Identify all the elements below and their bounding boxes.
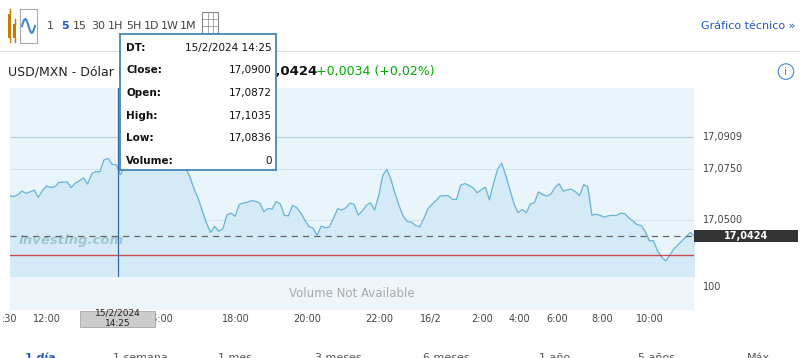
Text: 1: 1 [46,21,54,31]
Text: 17,0900: 17,0900 [229,65,271,75]
Text: +0,0034 (+0,02%): +0,0034 (+0,02%) [316,65,434,78]
Text: 17,0836: 17,0836 [229,133,271,143]
Text: Gráfico técnico »: Gráfico técnico » [701,21,795,31]
Text: 1M: 1M [180,21,196,31]
Text: 2:00: 2:00 [471,314,493,324]
Text: 17,0424: 17,0424 [258,65,318,78]
Text: 1 mes: 1 mes [218,353,252,358]
Text: 17,0909: 17,0909 [703,132,743,142]
Text: 8:00: 8:00 [591,314,613,324]
Text: 1 año: 1 año [539,353,570,358]
Text: Máx.: Máx. [746,353,774,358]
Text: 18:00: 18:00 [222,314,250,324]
Text: 17,0424: 17,0424 [724,231,768,241]
FancyBboxPatch shape [694,230,798,242]
Text: 17,1035: 17,1035 [229,111,271,121]
Text: ▲: ▲ [246,65,256,78]
Text: 16:00: 16:00 [146,314,174,324]
Text: 5 años: 5 años [638,353,675,358]
Text: 6 meses: 6 meses [422,353,470,358]
Text: 20:00: 20:00 [294,314,322,324]
Bar [202,12,218,40]
Text: Volume:: Volume: [126,156,174,166]
Text: 10:00: 10:00 [636,314,664,324]
Text: 12:00: 12:00 [34,314,62,324]
Text: 15: 15 [73,21,87,31]
Text: i: i [785,67,787,77]
Text: 16/2: 16/2 [420,314,442,324]
Text: 5H: 5H [126,21,142,31]
Text: 15/2/2024
14:25: 15/2/2024 14:25 [95,308,141,328]
Text: 100: 100 [703,282,722,292]
Text: 6:00: 6:00 [546,314,568,324]
Text: 3 meses: 3 meses [314,353,362,358]
Text: Investing.com: Investing.com [18,234,124,247]
Text: High:: High: [126,111,158,121]
Text: Open:: Open: [126,88,162,98]
Text: 1 día: 1 día [25,353,55,358]
Text: 22:00: 22:00 [366,314,394,324]
Text: 30: 30 [91,21,105,31]
Bar [20,9,37,43]
Text: 5: 5 [61,21,69,31]
Text: DT:: DT: [126,43,146,53]
Bar [13,24,16,38]
FancyBboxPatch shape [80,311,155,326]
Text: 17,0750: 17,0750 [703,164,743,174]
Text: Low:: Low: [126,133,154,143]
Text: 1 semana: 1 semana [113,353,167,358]
Text: 0: 0 [265,156,271,166]
Text: Volume Not Available: Volume Not Available [289,287,415,300]
Text: 1W: 1W [161,21,179,31]
Text: 15/2/2024 14:25: 15/2/2024 14:25 [185,43,271,53]
Text: Close:: Close: [126,65,162,75]
Text: 1H: 1H [108,21,124,31]
Text: 17,0500: 17,0500 [703,215,743,225]
Text: USD/MXN - Dólar Peso mexicano: USD/MXN - Dólar Peso mexicano [8,65,211,78]
Text: :30: :30 [2,314,18,324]
Text: 1D: 1D [144,21,160,31]
Text: 4:00: 4:00 [509,314,530,324]
Bar [8,14,11,38]
Text: 17,0872: 17,0872 [229,88,271,98]
